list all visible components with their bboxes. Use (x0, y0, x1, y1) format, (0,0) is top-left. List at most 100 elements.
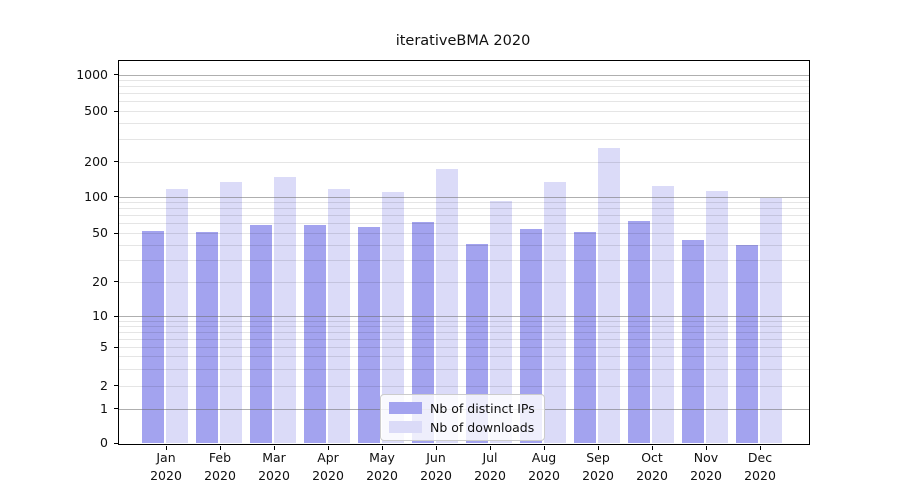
x-tick-oct (651, 445, 653, 451)
x-tick-apr (327, 445, 329, 451)
bar-ips-aug (520, 228, 542, 443)
y-tick-label-500: 500 (84, 103, 108, 118)
bar-ips-jun (412, 221, 434, 443)
y-tick-500 (113, 110, 118, 112)
y-tick-label-50: 50 (92, 225, 108, 240)
bar-downloads-feb (220, 182, 242, 443)
month-label: Aug (531, 450, 557, 465)
year-label: 2020 (312, 467, 344, 483)
y-tick-label-200: 200 (84, 153, 108, 169)
legend-item-downloads: Nb of downloads (389, 419, 535, 435)
year-label: 2020 (636, 467, 668, 483)
bar-ips-jul (466, 243, 488, 443)
gridline-7 (119, 332, 809, 333)
year-label: 2020 (690, 467, 722, 483)
gridline-20 (119, 281, 809, 283)
bar-downloads-may (382, 191, 404, 443)
bar-downloads-jun (436, 169, 458, 443)
gridline-2 (119, 385, 809, 387)
month-label: Nov (693, 450, 719, 465)
x-tick-label-apr: Apr 2020 (296, 449, 360, 484)
bar-downloads-aug (544, 181, 566, 443)
x-tick-sep (597, 445, 599, 451)
x-tick-label-mar: Mar 2020 (242, 449, 306, 484)
x-tick-label-jun: Jun 2020 (404, 449, 468, 484)
gridline-70 (119, 215, 809, 217)
y-tick-100 (113, 196, 118, 198)
year-label: 2020 (150, 467, 182, 483)
gridline-40 (119, 244, 809, 246)
bar-ips-oct (628, 220, 650, 443)
x-tick-label-feb: Feb 2020 (188, 449, 252, 484)
gridline-500 (119, 111, 809, 112)
y-tick-label-1000: 1000 (76, 66, 108, 82)
gridline-6 (119, 338, 809, 340)
y-tick-1 (113, 408, 118, 410)
month-label: Mar (262, 450, 286, 465)
bar-ips-sep (574, 232, 596, 443)
gridline-400 (119, 123, 809, 125)
bar-ips-dec (736, 244, 758, 443)
gridline-600 (119, 101, 809, 103)
year-label: 2020 (744, 467, 776, 483)
bar-ips-feb (196, 232, 218, 443)
legend-item-distinct-ips: Nb of distinct IPs (389, 400, 535, 416)
gridline-50 (119, 233, 809, 234)
year-label: 2020 (366, 467, 398, 483)
legend-swatch-distinct-ips (389, 402, 422, 414)
bar-ips-mar (250, 225, 272, 443)
month-label: Apr (317, 450, 339, 465)
gridline-9 (119, 320, 809, 322)
x-tick-jan (165, 445, 167, 451)
gridline-3 (119, 368, 809, 370)
x-tick-jul (489, 445, 491, 451)
month-label: Feb (208, 450, 232, 465)
month-label: May (369, 450, 395, 465)
y-tick-5 (113, 346, 118, 348)
gridline-80 (119, 208, 809, 210)
gridline-1000 (119, 74, 809, 76)
plot-area: 0 1 2 5 10 20 50 100 200 500 1000 Jan 2020 Feb 2020 Ma… (76, 60, 810, 483)
month-label: Jul (482, 450, 498, 465)
gridline-30 (119, 260, 809, 261)
year-label: 2020 (258, 467, 290, 483)
x-tick-dec (759, 445, 761, 451)
gridline-100 (119, 196, 809, 198)
bar-downloads-mar (274, 176, 296, 443)
x-tick-label-jul: Jul 2020 (458, 449, 522, 484)
year-label: 2020 (528, 467, 560, 483)
year-label: 2020 (420, 467, 452, 483)
x-tick-label-nov: Nov 2020 (674, 449, 738, 484)
bar-downloads-dec (760, 198, 782, 443)
gridline-300 (119, 139, 809, 141)
year-label: 2020 (474, 467, 506, 483)
x-tick-nov (705, 445, 707, 451)
y-tick-1000 (113, 74, 118, 76)
gridline-60 (119, 223, 809, 225)
y-tick-label-0: 0 (100, 435, 108, 450)
legend-label-downloads: Nb of downloads (430, 419, 535, 435)
gridline-200 (119, 161, 809, 163)
plot-inner (119, 61, 809, 443)
x-tick-label-dec: Dec 2020 (728, 449, 792, 484)
y-tick-label-2: 2 (100, 377, 108, 393)
y-tick-label-20: 20 (92, 273, 108, 289)
y-tick-label-5: 5 (100, 339, 108, 354)
x-tick-label-oct: Oct 2020 (620, 449, 684, 484)
month-label: Sep (586, 450, 610, 465)
month-label: Jan (156, 450, 176, 465)
x-tick-may (381, 445, 383, 451)
month-label: Oct (641, 450, 663, 465)
bar-ips-jan (142, 230, 164, 443)
x-tick-label-jan: Jan 2020 (134, 449, 198, 484)
gridline-90 (119, 202, 809, 203)
y-tick-label-10: 10 (92, 308, 108, 323)
y-tick-200 (113, 161, 118, 163)
bar-ips-apr (304, 225, 326, 443)
gridline-10 (119, 316, 809, 317)
gridline-4 (119, 356, 809, 358)
gridline-900 (119, 80, 809, 81)
x-tick-label-aug: Aug 2020 (512, 449, 576, 484)
x-tick-feb (219, 445, 221, 451)
